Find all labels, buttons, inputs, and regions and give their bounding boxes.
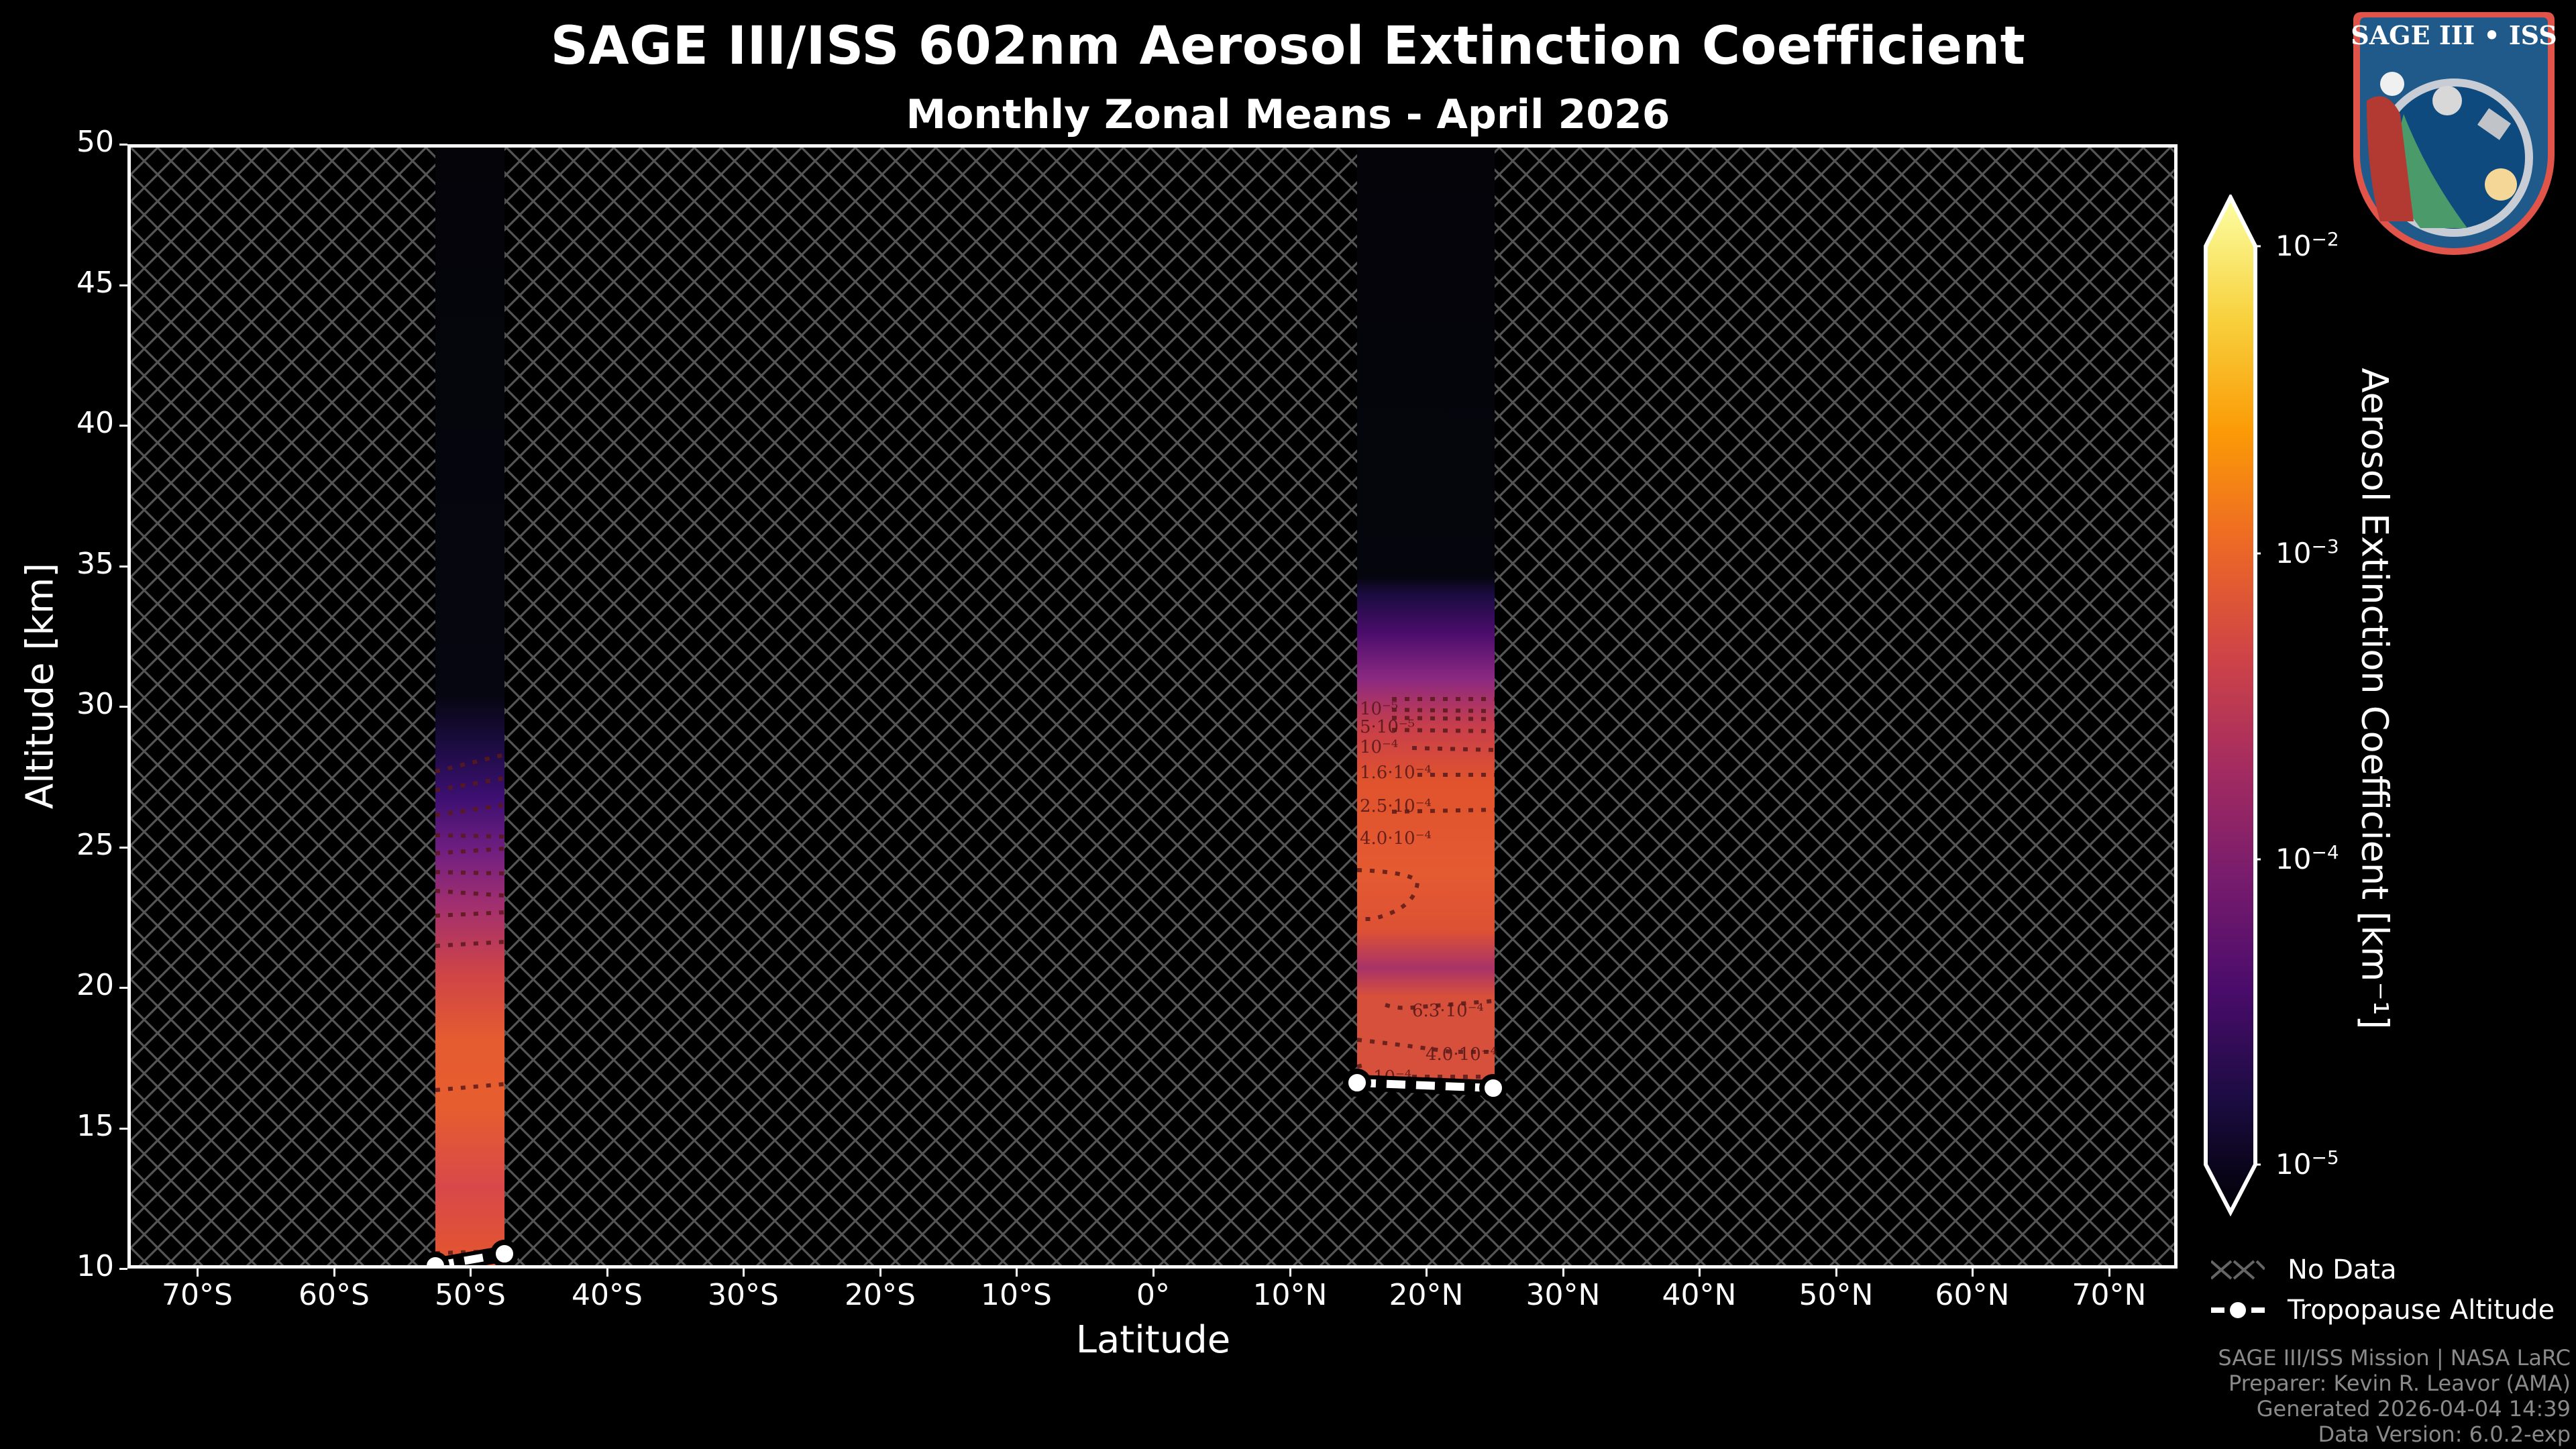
contour-label: 4.0·10⁻⁴: [1426, 1044, 1497, 1065]
y-tick-label: 10: [76, 1249, 114, 1283]
y-tick-mark: [119, 284, 127, 286]
contour-label: 6.3·10⁻⁴: [1412, 1001, 1484, 1021]
x-tick-label: 30°S: [708, 1278, 779, 1312]
x-tick-label: 40°N: [1662, 1278, 1737, 1312]
x-tick-mark: [1016, 1269, 1018, 1277]
x-tick-mark: [1972, 1269, 1974, 1277]
x-tick-label: 10°N: [1252, 1278, 1328, 1312]
x-tick-mark: [197, 1269, 199, 1277]
data-column-15n-25n: [1357, 148, 1495, 1080]
y-tick-label: 35: [76, 547, 114, 581]
tropopause-line: [421, 1069, 1507, 1265]
x-tick-mark: [606, 1269, 608, 1277]
dashed-line-marker-icon: [2211, 1302, 2265, 1318]
y-tick-mark: [119, 706, 127, 708]
credit-line-version: Data Version: 6.0.2-exp: [2318, 1421, 2571, 1447]
y-tick-label: 45: [76, 266, 114, 300]
x-tick-label: 20°S: [845, 1278, 916, 1312]
legend-label-no-data: No Data: [2288, 1254, 2397, 1285]
x-tick-mark: [1426, 1269, 1428, 1277]
credit-line-generated: Generated 2026-04-04 14:39: [2256, 1396, 2571, 1421]
x-tick-label: 20°N: [1389, 1278, 1464, 1312]
y-axis-label: Altitude [km]: [18, 562, 62, 810]
x-tick-label: 50°S: [435, 1278, 506, 1312]
y-tick-mark: [119, 987, 127, 989]
x-tick-mark: [2108, 1269, 2110, 1277]
data-column-50s: [435, 148, 504, 1265]
x-tick-label: 50°N: [1799, 1278, 1874, 1312]
y-tick-label: 30: [76, 687, 114, 721]
x-tick-mark: [333, 1269, 335, 1277]
y-tick-label: 40: [76, 406, 114, 440]
x-tick-mark: [1152, 1269, 1155, 1277]
y-tick-mark: [119, 1268, 127, 1270]
y-tick-label: 25: [76, 828, 114, 862]
plot-area: 10⁻⁵ 5·10⁻⁵ 10⁻⁴ 1.6·10⁻⁴ 2.5·10⁻⁴ 4.0·1…: [127, 144, 2178, 1269]
legend-label-tropopause: Tropopause Altitude: [2288, 1295, 2555, 1326]
y-tick-label: 20: [76, 968, 114, 1002]
sage-iii-iss-mission-logo: SAGE III • ISS: [2340, 7, 2568, 262]
y-tick-mark: [119, 144, 127, 146]
x-tick-mark: [1289, 1269, 1291, 1277]
x-tick-label: 0°: [1136, 1278, 1170, 1312]
x-tick-mark: [1835, 1269, 1837, 1277]
x-tick-label: 10°S: [981, 1278, 1052, 1312]
colorbar-tick-1e-5: 10−5: [2275, 1146, 2339, 1181]
x-tick-mark: [470, 1269, 472, 1277]
x-tick-mark: [879, 1269, 881, 1277]
y-tick-mark: [119, 1128, 127, 1130]
colorbar-tick-1e-4: 10−4: [2275, 841, 2339, 875]
contour-label: 5·10⁻⁵: [1360, 717, 1415, 737]
heatmap-canvas: 10⁻⁵ 5·10⁻⁵ 10⁻⁴ 1.6·10⁻⁴ 2.5·10⁻⁴ 4.0·1…: [131, 148, 2174, 1265]
x-tick-mark: [1562, 1269, 1564, 1277]
logo-title: SAGE III • ISS: [2351, 20, 2557, 50]
contour-label: 2.5·10⁻⁴: [1360, 796, 1432, 816]
contour-label: 4.0·10⁻⁴: [1360, 828, 1432, 849]
x-tick-label: 70°N: [2072, 1278, 2147, 1312]
y-tick-mark: [119, 847, 127, 849]
hatch-swatch-icon: [2211, 1260, 2265, 1280]
credit-line-preparer: Preparer: Kevin R. Leavor (AMA): [2228, 1371, 2571, 1396]
x-tick-label: 60°S: [299, 1278, 370, 1312]
x-tick-mark: [1699, 1269, 1701, 1277]
y-tick-label: 15: [76, 1109, 114, 1143]
contour-label: 10⁻⁴: [1360, 737, 1398, 757]
y-tick-label: 50: [76, 125, 114, 159]
x-tick-mark: [743, 1269, 745, 1277]
colorbar-tick-1e-3: 10−3: [2275, 535, 2339, 570]
x-tick-label: 60°N: [1935, 1278, 2010, 1312]
contour-label: 1.6·10⁻⁴: [1360, 763, 1432, 783]
y-tick-mark: [119, 425, 127, 427]
chart-subtitle: Monthly Zonal Means - April 2026: [906, 91, 1670, 138]
credit-line-mission: SAGE III/ISS Mission | NASA LaRC: [2218, 1345, 2571, 1371]
legend-item-no-data: No Data: [2211, 1254, 2397, 1285]
colorbar-label: Aerosol Extinction Coefficient [km⁻¹]: [2353, 368, 2396, 1030]
x-tick-label: 30°N: [1525, 1278, 1601, 1312]
x-tick-label: 40°S: [572, 1278, 643, 1312]
legend-item-tropopause: Tropopause Altitude: [2211, 1295, 2555, 1326]
y-tick-mark: [119, 566, 127, 568]
colorbar-tick-1e-2: 10−2: [2275, 228, 2339, 262]
colorbar: [2200, 193, 2262, 1218]
x-tick-label: 70°S: [162, 1278, 233, 1312]
contour-label: 10⁻⁵: [1360, 699, 1398, 719]
credits-block: SAGE III/ISS Mission | NASA LaRC Prepare…: [2218, 1345, 2571, 1447]
chart-title: SAGE III/ISS 602nm Aerosol Extinction Co…: [550, 16, 2026, 76]
x-axis-label: Latitude: [1075, 1318, 1231, 1362]
